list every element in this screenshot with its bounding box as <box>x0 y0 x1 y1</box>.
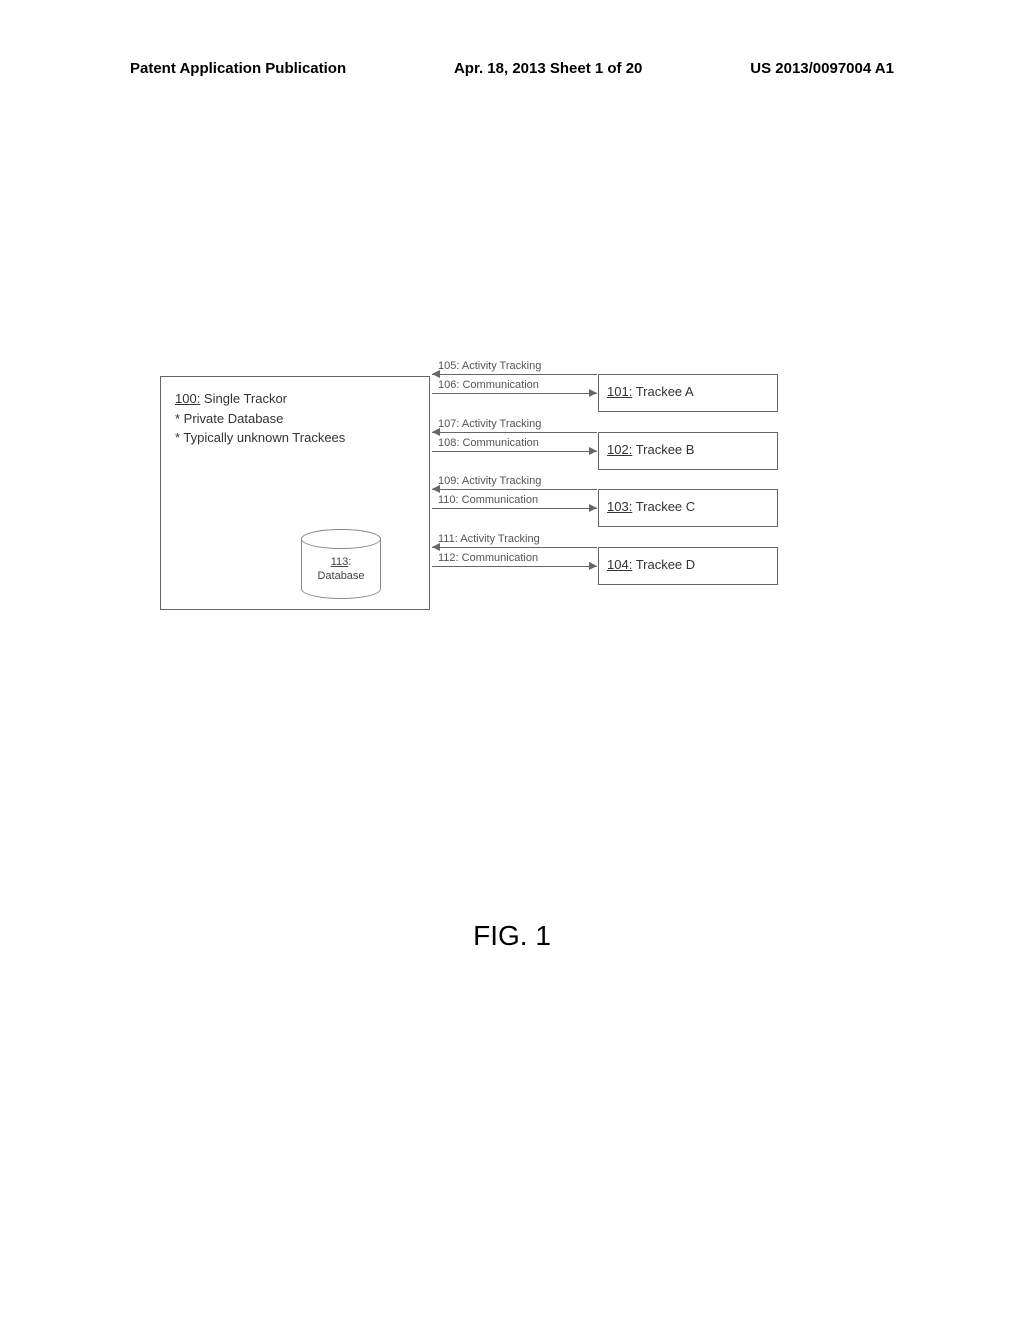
arrow-tracking-label: 107: Activity Tracking <box>432 418 597 431</box>
arrow-right-icon <box>432 566 597 567</box>
arrow-right-icon <box>432 508 597 509</box>
database-top-icon <box>301 529 381 549</box>
database-name: Database <box>317 570 364 582</box>
arrow-left-icon <box>432 547 597 548</box>
trackee-name: Trackee A <box>632 384 693 399</box>
arrow-tracking-label: 109: Activity Tracking <box>432 475 597 488</box>
arrow-comm-label: 106: Communication <box>432 379 597 392</box>
header-date-sheet: Apr. 18, 2013 Sheet 1 of 20 <box>454 60 642 77</box>
arrow-right-icon <box>432 393 597 394</box>
database-label: 113: Database <box>301 555 381 584</box>
connection-b: 107: Activity Tracking 108: Communicatio… <box>432 418 597 454</box>
database-node: 113: Database <box>301 529 381 599</box>
arrow-right-icon <box>432 451 597 452</box>
arrow-tracking-label: 105: Activity Tracking <box>432 360 597 373</box>
trackor-title: 100: Single Trackor <box>175 389 415 409</box>
trackee-ref: 102: <box>607 442 632 457</box>
trackor-ref-num: 100: <box>175 391 200 406</box>
connection-c: 109: Activity Tracking 110: Communicatio… <box>432 475 597 511</box>
trackee-ref: 104: <box>607 557 632 572</box>
arrow-left-icon <box>432 374 597 375</box>
trackee-ref: 101: <box>607 384 632 399</box>
arrow-comm-label: 112: Communication <box>432 552 597 565</box>
trackee-node-d: 104: Trackee D <box>598 547 778 585</box>
trackor-name: Single Trackor <box>200 391 287 406</box>
figure-diagram: 100: Single Trackor * Private Database *… <box>160 360 880 610</box>
trackee-node-a: 101: Trackee A <box>598 374 778 412</box>
figure-caption: FIG. 1 <box>0 920 1024 952</box>
database-ref-num: 113 <box>331 556 349 568</box>
trackee-name: Trackee C <box>632 499 695 514</box>
trackor-bullet-2: * Typically unknown Trackees <box>175 428 415 448</box>
database-colon: : <box>348 556 351 568</box>
trackor-bullet-1: * Private Database <box>175 409 415 429</box>
trackee-node-c: 103: Trackee C <box>598 489 778 527</box>
connection-a: 105: Activity Tracking 106: Communicatio… <box>432 360 597 396</box>
arrow-left-icon <box>432 489 597 490</box>
arrow-comm-label: 108: Communication <box>432 437 597 450</box>
trackee-name: Trackee D <box>632 557 695 572</box>
trackee-ref: 103: <box>607 499 632 514</box>
trackee-node-b: 102: Trackee B <box>598 432 778 470</box>
page-header: Patent Application Publication Apr. 18, … <box>0 60 1024 77</box>
trackee-name: Trackee B <box>632 442 694 457</box>
header-publication: Patent Application Publication <box>130 60 346 77</box>
header-publication-number: US 2013/0097004 A1 <box>750 60 894 77</box>
arrow-tracking-label: 111: Activity Tracking <box>432 533 597 546</box>
trackor-node: 100: Single Trackor * Private Database *… <box>160 376 430 610</box>
arrow-left-icon <box>432 432 597 433</box>
arrow-comm-label: 110: Communication <box>432 494 597 507</box>
connection-d: 111: Activity Tracking 112: Communicatio… <box>432 533 597 569</box>
